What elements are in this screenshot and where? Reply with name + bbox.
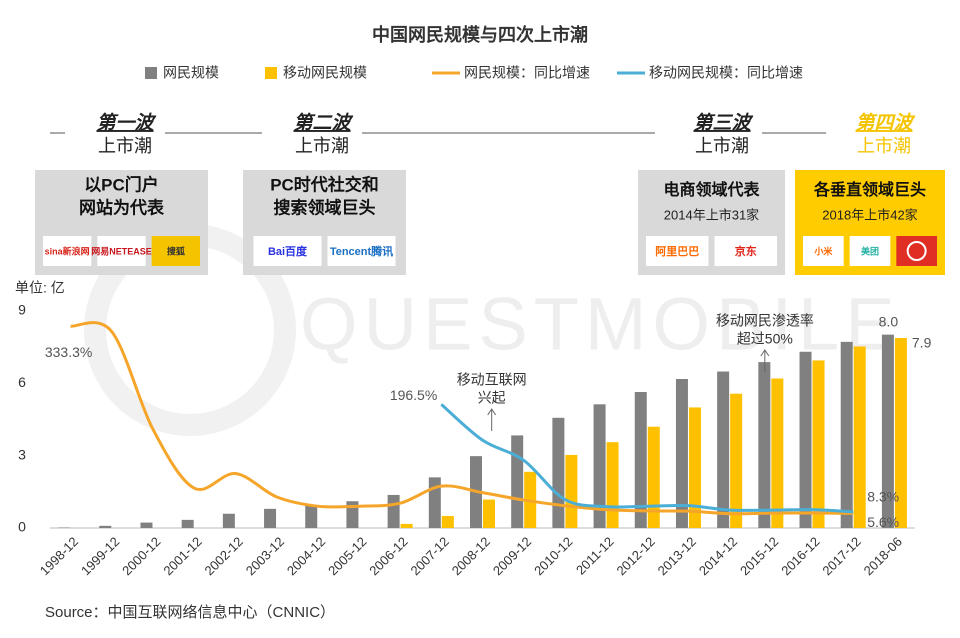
bar [894, 338, 907, 528]
legend-label: 移动网民规模 [283, 65, 367, 81]
wave-subtitle: 上市潮 [98, 136, 152, 156]
wave-title: 第三波 [693, 112, 753, 134]
legend-label: 移动网民规模：同比增速 [649, 65, 803, 81]
bar [483, 499, 495, 528]
bar [606, 442, 619, 528]
bar [730, 393, 743, 528]
source: Source：中国互联网络信息中心（CNNIC） [45, 604, 335, 621]
logo [646, 236, 709, 266]
bar [565, 454, 578, 528]
data-label: 196.5% [390, 387, 437, 403]
legend-swatch [265, 67, 277, 79]
chart-title: 中国网民规模与四次上市潮 [372, 24, 588, 45]
bar [305, 505, 318, 528]
bar [552, 417, 565, 528]
logo [151, 236, 200, 266]
wave-box-title: 以PC门户 [84, 174, 159, 194]
bar [881, 334, 894, 528]
logo [714, 236, 777, 266]
wave-subtitle: 上市潮 [857, 136, 911, 156]
logo [253, 236, 322, 266]
data-label: 333.3% [45, 344, 92, 360]
bar [511, 435, 524, 528]
bar [264, 508, 277, 528]
bar [771, 378, 784, 528]
bar [181, 519, 194, 528]
watermark: QUESTMOBILE [300, 283, 901, 366]
wave-box-note: 2014年上市31家 [664, 207, 759, 222]
bar [647, 426, 660, 528]
wave-box-title: 搜索领域巨头 [274, 197, 376, 217]
annotation-arrow-head [760, 349, 770, 357]
logo [803, 236, 844, 266]
bar [853, 346, 866, 528]
bar [58, 527, 71, 528]
bar [387, 494, 400, 528]
logo [43, 236, 92, 266]
legend-label: 网民规模 [163, 65, 219, 81]
logo-text: 京东 [735, 244, 757, 258]
annotation: 移动互联网 [457, 372, 527, 388]
line [70, 321, 854, 516]
bar [428, 477, 441, 528]
data-label: 5.6% [867, 514, 899, 530]
bar [400, 523, 413, 528]
y-tick-label: 9 [18, 302, 26, 318]
wave-box-title: PC时代社交和 [270, 174, 379, 194]
logo-text: 阿里巴巴 [655, 244, 699, 258]
bar [675, 378, 688, 528]
wave-title: 第二波 [293, 112, 353, 134]
y-tick-label: 3 [18, 446, 26, 462]
logo-text: 网易NETEASE [91, 246, 152, 256]
data-label: 8.0 [879, 313, 899, 329]
logo-text: 美团 [861, 245, 879, 256]
logo-text: Bai百度 [268, 244, 308, 258]
bar [717, 371, 730, 528]
bar [688, 407, 701, 528]
logo [849, 236, 891, 266]
bar [840, 341, 853, 528]
annotation-arrow-head [487, 408, 497, 416]
y-unit: 单位: 亿 [15, 280, 65, 296]
wave-box-title: 电商领域代表 [663, 180, 760, 199]
logo-text: Tencent腾讯 [330, 244, 393, 258]
legend-swatch [145, 67, 157, 79]
logo-text: sina新浪网 [45, 245, 90, 256]
wave-box-title: 网站为代表 [79, 197, 165, 217]
data-label: 8.3% [867, 489, 899, 505]
logo-text: 搜狐 [167, 245, 185, 256]
logo [97, 236, 146, 266]
y-tick-label: 0 [18, 519, 26, 535]
bar [441, 515, 454, 528]
wave-subtitle: 上市潮 [695, 136, 749, 156]
bar [140, 522, 153, 528]
annotation: 超过50% [737, 331, 793, 347]
bar [222, 513, 235, 528]
logo-icon [906, 241, 927, 261]
wave-subtitle: 上市潮 [295, 136, 349, 156]
bar [99, 525, 112, 528]
bar [634, 392, 647, 528]
line [440, 403, 854, 514]
bar [758, 362, 771, 528]
legend-label: 网民规模：同比增速 [464, 65, 590, 81]
logo-text: 小米 [813, 245, 833, 256]
bar [593, 404, 606, 528]
annotation: 移动网民渗透率 [716, 313, 814, 329]
logo [327, 236, 396, 266]
logo [896, 236, 937, 266]
bar [799, 351, 812, 528]
wave-title: 第四波 [855, 112, 915, 134]
bar [812, 360, 825, 528]
wave-box-note: 2018年上市42家 [822, 207, 917, 222]
annotation: 兴起 [478, 390, 506, 406]
wave-title: 第一波 [96, 112, 156, 134]
y-tick-label: 6 [18, 374, 26, 390]
data-label: 7.9 [912, 335, 932, 351]
wave-box-title: 各垂直领域巨头 [813, 180, 926, 199]
